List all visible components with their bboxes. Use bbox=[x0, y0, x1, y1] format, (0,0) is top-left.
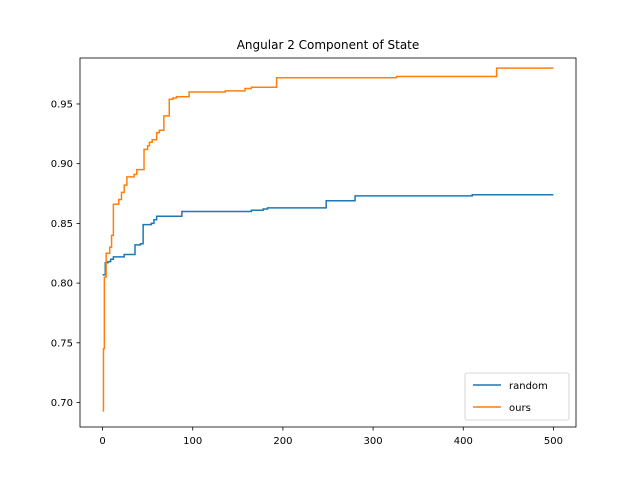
y-tick-label: 0.90 bbox=[51, 159, 73, 170]
x-tick-label: 400 bbox=[454, 436, 473, 447]
plot-frame bbox=[79, 57, 577, 428]
legend-label-ours: ours bbox=[509, 403, 531, 414]
series-line-random bbox=[102, 193, 554, 276]
x-tick-label: 300 bbox=[364, 436, 383, 447]
y-tick-label: 0.85 bbox=[51, 219, 73, 230]
x-tick-label: 500 bbox=[544, 436, 563, 447]
y-tick-label: 0.80 bbox=[51, 279, 73, 290]
y-tick-label: 0.95 bbox=[51, 99, 73, 110]
chart-title: Angular 2 Component of State bbox=[237, 38, 420, 52]
x-axis: 0 100 200 300 400 500 bbox=[99, 427, 563, 447]
x-tick-label: 100 bbox=[183, 436, 202, 447]
x-tick-label: 0 bbox=[99, 436, 105, 447]
y-axis: 0.70 0.75 0.80 0.85 0.90 0.95 bbox=[51, 99, 80, 409]
legend: random ours bbox=[464, 372, 570, 421]
series-line-ours bbox=[102, 67, 554, 412]
y-tick-label: 0.70 bbox=[51, 398, 73, 409]
legend-label-random: random bbox=[509, 381, 548, 392]
y-tick-label: 0.75 bbox=[51, 338, 73, 349]
x-tick-label: 200 bbox=[273, 436, 292, 447]
series-layer bbox=[102, 67, 554, 412]
